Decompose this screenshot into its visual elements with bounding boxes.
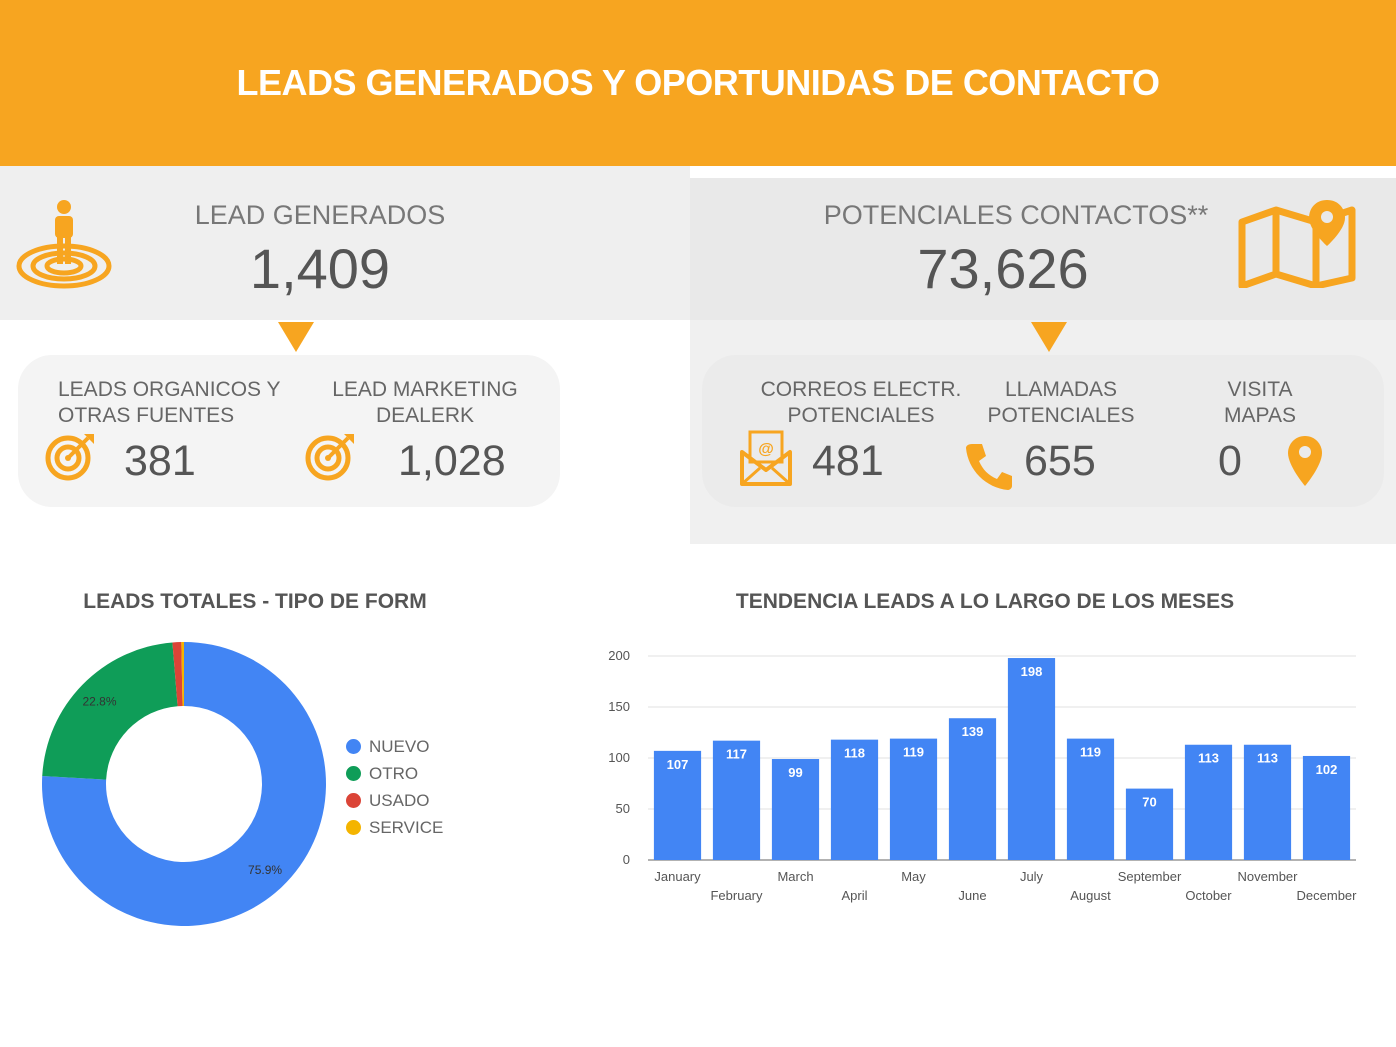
leads-kpi-label: LEAD GENERADOS: [194, 200, 446, 230]
phone-icon: [964, 440, 1014, 490]
maps-value: 0: [1218, 437, 1242, 485]
donut-chart-title: LEADS TOTALES - TIPO DE FORM: [83, 590, 427, 613]
person-target-icon: [16, 198, 112, 290]
x-tick-label: July: [1020, 869, 1044, 884]
bar-april: [830, 739, 879, 860]
legend-item: SERVICE: [346, 814, 443, 841]
y-tick-label: 50: [616, 801, 630, 816]
legend-item: USADO: [346, 787, 443, 814]
header: LEADS GENERADOS Y OPORTUNIDAS DE CONTACT…: [0, 0, 1396, 166]
y-tick-label: 100: [608, 750, 630, 765]
bar-november: [1243, 744, 1292, 860]
organic-leads-label: LEADS ORGANICOS Y OTRAS FUENTES: [58, 378, 281, 427]
leads-kpi-value: 1,409: [249, 237, 391, 300]
x-tick-label: April: [841, 888, 867, 903]
legend-label: NUEVO: [369, 736, 430, 756]
page-title: LEADS GENERADOS Y OPORTUNIDAS DE CONTACT…: [236, 62, 1160, 103]
email-icon: @: [740, 430, 792, 486]
donut-chart: 75.9% 22.8%: [42, 642, 326, 926]
target-icon: [304, 432, 356, 482]
y-tick-label: 150: [608, 699, 630, 714]
target-icon: [44, 432, 96, 482]
legend-swatch: [346, 766, 361, 781]
legend-swatch: [346, 820, 361, 835]
bar-data-label: 70: [1142, 795, 1156, 810]
legend-label: SERVICE: [369, 817, 444, 837]
maps-label: VISITA MAPAS: [1224, 378, 1296, 427]
donut-slice-usado: [172, 642, 183, 707]
bar-may: [889, 738, 938, 860]
x-tick-label: August: [1070, 888, 1111, 903]
bar-december: [1302, 755, 1351, 860]
chevron-down-icon: [278, 322, 314, 352]
bar-september: [1125, 788, 1174, 860]
legend-label: USADO: [369, 790, 430, 810]
bar-january: [653, 750, 702, 860]
x-tick-label: December: [1297, 888, 1358, 903]
legend-swatch: [346, 739, 361, 754]
legend-item: NUEVO: [346, 733, 443, 760]
calls-label: LLAMADAS POTENCIALES: [987, 378, 1135, 427]
x-tick-label: September: [1118, 869, 1182, 884]
bar-march: [771, 759, 820, 860]
bar-data-label: 113: [1198, 751, 1219, 766]
legend-item: OTRO: [346, 760, 443, 787]
donut-slice-nuevo: [42, 642, 326, 926]
bar-data-label: 99: [788, 765, 802, 780]
donut-slice-otro: [42, 642, 178, 780]
emails-label: CORREOS ELECTR. POTENCIALES: [760, 378, 962, 427]
bar-data-label: 118: [844, 746, 865, 761]
bar-october: [1184, 744, 1233, 860]
bar-data-label: 113: [1257, 751, 1278, 766]
donut-slice-service: [181, 642, 184, 707]
map-pin-icon: [1236, 196, 1360, 290]
svg-text:@: @: [758, 441, 774, 458]
bar-data-label: 198: [1021, 664, 1043, 679]
bar-june: [948, 718, 997, 860]
chevron-down-icon: [1031, 322, 1067, 352]
y-tick-label: 200: [608, 648, 630, 663]
legend-swatch: [346, 793, 361, 808]
x-tick-label: February: [710, 888, 763, 903]
contacts-breakdown-card: [702, 355, 1384, 507]
bar-data-label: 119: [1080, 745, 1101, 760]
x-tick-label: March: [777, 869, 813, 884]
bar-chart-title: TENDENCIA LEADS A LO LARGO DE LOS MESES: [735, 590, 1235, 613]
donut-data-label: 22.8%: [83, 695, 117, 709]
bar-data-label: 139: [962, 724, 984, 739]
bar-july: [1007, 658, 1056, 860]
x-tick-label: November: [1238, 869, 1299, 884]
legend-label: OTRO: [369, 763, 419, 783]
bar-chart: 0 50 100 150 200 107 January 117 February 99 March…: [608, 648, 1358, 903]
x-tick-label: May: [901, 869, 926, 884]
bar-august: [1066, 738, 1115, 860]
leads-breakdown-card: [18, 355, 560, 507]
bar-data-label: 102: [1316, 762, 1338, 777]
location-pin-icon: [1286, 434, 1324, 488]
leads-band: [0, 166, 690, 320]
calls-value: 655: [1024, 437, 1096, 485]
donut-data-label: 75.9%: [248, 863, 282, 877]
x-tick-label: January: [654, 869, 701, 884]
contacts-kpi-label: POTENCIALES CONTACTOS**: [823, 200, 1209, 230]
marketing-leads-value: 1,028: [398, 437, 506, 485]
x-tick-label: June: [958, 888, 986, 903]
donut-legend: NUEVO OTRO USADO SERVICE: [346, 733, 443, 841]
x-tick-label: October: [1185, 888, 1232, 903]
contacts-kpi-value: 73,626: [917, 237, 1089, 300]
bar-data-label: 107: [667, 757, 689, 772]
bar-data-label: 119: [903, 745, 924, 760]
bar-february: [712, 740, 761, 860]
organic-leads-value: 381: [124, 437, 196, 485]
bar-data-label: 117: [726, 747, 747, 762]
marketing-leads-label: LEAD MARKETING DEALERK: [332, 378, 518, 427]
emails-value: 481: [812, 437, 884, 485]
y-tick-label: 0: [623, 852, 630, 867]
